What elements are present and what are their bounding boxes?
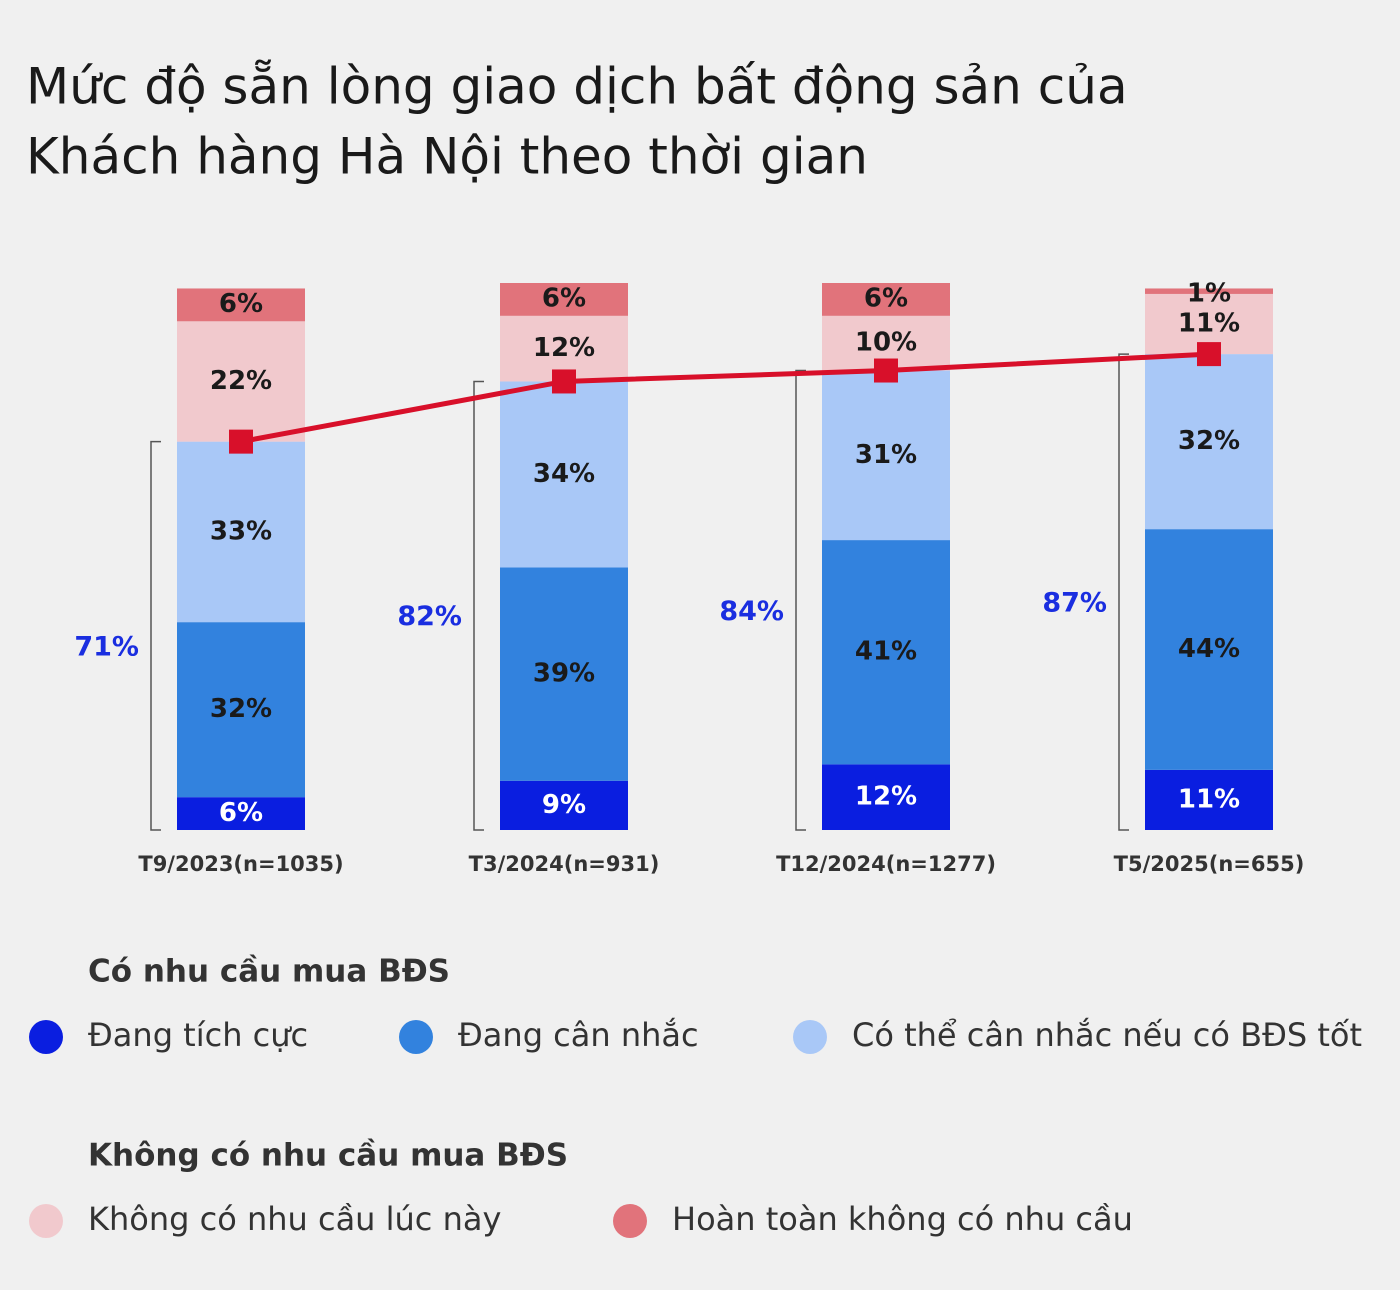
total-label: 71%	[74, 631, 139, 662]
data-label: 32%	[210, 694, 272, 724]
data-label: 1%	[1187, 279, 1231, 309]
data-label: 33%	[210, 516, 272, 546]
total-label: 82%	[397, 601, 462, 632]
data-label: 6%	[542, 284, 586, 314]
chart-title: Khách hàng Hà Nội theo thời gian	[26, 128, 868, 186]
x-tick-label: T5/2025(n=655)	[1114, 852, 1305, 876]
legend-heading: Có nhu cầu mua BĐS	[88, 954, 450, 990]
bar-segment	[1145, 529, 1273, 770]
bar-segment	[822, 283, 950, 316]
legend-label: Không có nhu cầu lúc này	[88, 1200, 501, 1238]
legend-label: Đang cân nhắc	[458, 1016, 699, 1054]
data-label: 32%	[1178, 426, 1240, 456]
data-label: 9%	[542, 790, 586, 820]
bracket	[150, 440, 161, 831]
legend-swatch	[29, 1204, 63, 1238]
bar-segment	[177, 797, 305, 830]
legend-swatch	[399, 1020, 433, 1054]
total-marker	[874, 358, 898, 383]
bar-segment	[822, 370, 950, 541]
data-label: 11%	[1178, 784, 1240, 814]
legend-swatch	[793, 1020, 827, 1054]
bar-segment	[1145, 354, 1273, 530]
total-label: 84%	[719, 596, 784, 627]
bar-segment	[500, 283, 628, 316]
legend-heading: Không có nhu cầu mua BĐS	[88, 1138, 568, 1174]
total-marker	[1197, 342, 1221, 367]
legend-label: Hoàn toàn không có nhu cầu	[672, 1200, 1133, 1238]
chart-title: Mức độ sẵn lòng giao dịch bất động sản c…	[26, 58, 1128, 116]
bracket	[795, 369, 806, 831]
bar-segment	[177, 622, 305, 798]
data-label: 6%	[864, 284, 908, 314]
data-label: 11%	[1178, 309, 1240, 339]
data-label: 39%	[533, 659, 595, 689]
bracket	[473, 380, 484, 831]
legend-label: Đang tích cực	[88, 1016, 308, 1054]
bar-segment	[1145, 769, 1273, 830]
bar-segment	[500, 780, 628, 830]
data-label: 6%	[219, 798, 263, 828]
bar-segment	[177, 321, 305, 442]
data-label: 41%	[855, 637, 917, 667]
data-label: 10%	[855, 328, 917, 358]
total-marker	[552, 369, 576, 394]
total-line	[240, 351, 1210, 445]
data-label: 34%	[533, 459, 595, 489]
x-tick-label: T3/2024(n=931)	[469, 852, 660, 876]
data-label: 12%	[855, 782, 917, 812]
data-label: 12%	[533, 333, 595, 363]
bar-segment	[500, 381, 628, 568]
total-label: 87%	[1042, 588, 1107, 619]
bar-segment	[500, 567, 628, 781]
data-label: 31%	[855, 440, 917, 470]
legend-swatch	[29, 1020, 63, 1054]
x-tick-label: T9/2023(n=1035)	[138, 852, 343, 876]
bar-segment	[822, 764, 950, 830]
bar-segment	[177, 441, 305, 623]
data-label: 22%	[210, 366, 272, 396]
bar-segment	[177, 288, 305, 322]
legend-label: Có thể cân nhắc nếu có BĐS tốt	[852, 1016, 1362, 1054]
data-label: 6%	[219, 289, 263, 319]
bracket	[1118, 353, 1129, 831]
total-marker	[229, 429, 253, 454]
bar-segment	[1145, 288, 1273, 294]
bar-segment	[822, 540, 950, 765]
data-label: 44%	[1178, 634, 1240, 664]
x-tick-label: T12/2024(n=1277)	[776, 852, 996, 876]
legend-swatch	[613, 1204, 647, 1238]
